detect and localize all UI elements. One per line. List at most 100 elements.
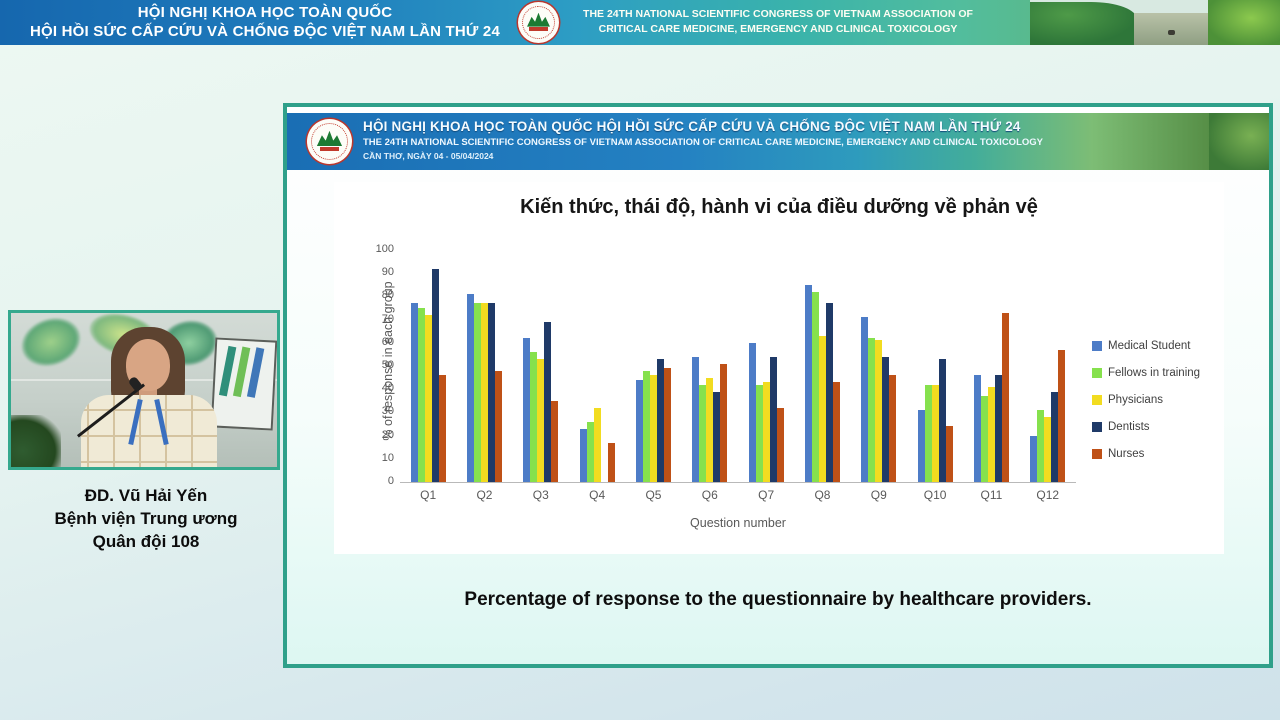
legend-label: Fellows in training [1108, 366, 1201, 379]
bar-group-q8 [804, 250, 840, 482]
bar-q12-physicians [1044, 417, 1052, 482]
x-tick-label-q2: Q2 [476, 488, 493, 502]
slide-header-photo [1209, 113, 1269, 170]
banner-title-en-line1: THE 24TH NATIONAL SCIENTIFIC CONGRESS OF… [583, 8, 973, 20]
bar-q9-fellows-in-training [868, 338, 876, 482]
bar-group-q3 [523, 250, 559, 482]
bar-q3-fellows-in-training [530, 352, 538, 482]
bar-q1-fellows-in-training [417, 308, 425, 482]
slide-header-text: HỘI NGHỊ KHOA HỌC TOÀN QUỐC HỘI HỒI SỨC … [363, 119, 1223, 161]
bar-group-q9 [861, 250, 897, 482]
y-tick-label: 0 [387, 475, 394, 487]
bar-q4-medical-student [579, 429, 587, 482]
bar-q4-fellows-in-training [586, 422, 594, 482]
bar-group-q10 [917, 250, 953, 482]
bar-q11-medical-student [973, 375, 981, 482]
legend-swatch [1092, 394, 1102, 405]
bar-q11-physicians [987, 387, 995, 482]
bar-q12-dentists [1051, 392, 1059, 482]
bar-q8-physicians [818, 336, 826, 482]
bar-q9-medical-student [861, 317, 869, 482]
y-tick-label: 80 [381, 289, 394, 302]
bar-q7-physicians [762, 382, 770, 482]
slide-header-line2: THE 24TH NATIONAL SCIENTIFIC CONGRESS OF… [363, 137, 1043, 148]
bar-q11-dentists [994, 375, 1002, 482]
bar-q12-nurses [1058, 350, 1066, 482]
bar-q3-nurses [551, 401, 559, 482]
y-tick-label: 100 [375, 243, 394, 255]
bar-q11-nurses [1001, 313, 1009, 482]
logo-ring [311, 123, 348, 160]
x-axis-title: Question number [690, 516, 786, 530]
bar-q5-physicians [649, 375, 657, 482]
bar-q2-medical-student [466, 294, 474, 482]
legend-item-fellows-in-training: Fellows in training [1092, 359, 1224, 386]
banner-title-vietnamese: HỘI NGHỊ KHOA HỌC TOÀN QUỐC HỘI HỒI SỨC … [30, 3, 500, 41]
bar-q8-dentists [825, 303, 833, 482]
bar-q8-medical-student [804, 285, 812, 482]
chart-title: Kiến thức, thái độ, hành vi của điều dưỡ… [520, 196, 1038, 218]
bar-q9-physicians [875, 340, 883, 482]
banner-landscape-photo [1030, 0, 1280, 45]
bar-q6-physicians [706, 378, 714, 482]
bar-q7-medical-student [748, 343, 756, 482]
association-logo-icon [518, 2, 559, 43]
banner-title-vi-line2: HỘI HỒI SỨC CẤP CỨU VÀ CHỐNG ĐỘC VIỆT NA… [30, 23, 500, 40]
bar-q6-medical-student [692, 357, 700, 482]
bar-group-q11 [973, 250, 1009, 482]
y-axis-ticks: 100 90 80 70 60 50 40 30 20 10 0 [354, 182, 394, 554]
y-tick-label: 70 [381, 312, 394, 325]
logo-banner [529, 27, 548, 32]
speaker-sweater [81, 395, 217, 467]
bar-q2-nurses [494, 371, 502, 482]
x-axis-ticks: Q1 Q2 Q3 Q4 Q5 Q6 Q7 Q8 Q9 Q10 Q11 Q12 [400, 488, 1076, 502]
legend-label: Medical Student [1108, 339, 1191, 352]
x-tick-label-q6: Q6 [701, 488, 718, 502]
bar-q3-physicians [537, 359, 545, 482]
bar-q9-nurses [889, 375, 897, 482]
banner-title-english: THE 24TH NATIONAL SCIENTIFIC CONGRESS OF… [583, 7, 973, 37]
legend-item-medical-student: Medical Student [1092, 332, 1224, 359]
y-tick-label: 60 [381, 335, 394, 348]
x-tick-label-q7: Q7 [758, 488, 775, 502]
y-tick-label: 40 [381, 382, 394, 395]
photo-river [1134, 13, 1214, 45]
bar-group-q7 [748, 250, 784, 482]
bar-q2-fellows-in-training [473, 303, 481, 482]
bar-q5-dentists [656, 359, 664, 482]
x-tick-label-q1: Q1 [420, 488, 437, 502]
presentation-slide: HỘI NGHỊ KHOA HỌC TOÀN QUỐC HỘI HỒI SỨC … [283, 103, 1273, 668]
bar-q9-dentists [882, 357, 890, 482]
legend-item-physicians: Physicians [1092, 386, 1224, 413]
bar-q5-medical-student [635, 380, 643, 482]
slide-header-line3: CẦN THƠ, NGÀY 04 - 05/04/2024 [363, 151, 494, 161]
bar-group-q2 [466, 250, 502, 482]
slide-header-line1: HỘI NGHỊ KHOA HỌC TOÀN QUỐC HỘI HỒI SỨC … [363, 119, 1021, 134]
bar-q6-nurses [720, 364, 728, 482]
bar-q10-medical-student [917, 410, 925, 482]
legend-swatch [1092, 448, 1102, 459]
y-tick-label: 90 [381, 266, 394, 279]
bar-q10-fellows-in-training [924, 385, 932, 482]
x-tick-label-q8: Q8 [814, 488, 831, 502]
bar-q11-fellows-in-training [980, 396, 988, 482]
bar-q6-dentists [713, 392, 721, 482]
speaker-affiliation-line2: Quân đội 108 [92, 532, 200, 551]
bar-q2-dentists [487, 303, 495, 482]
legend-item-dentists: Dentists [1092, 413, 1224, 440]
bar-q8-fellows-in-training [811, 292, 819, 482]
bar-q4-nurses [607, 443, 615, 482]
x-tick-label-q12: Q12 [1036, 488, 1060, 502]
x-tick-label-q3: Q3 [532, 488, 549, 502]
photo-trees-right [1208, 0, 1280, 45]
photo-boat [1168, 30, 1175, 35]
slide-caption: Percentage of response to the questionna… [464, 589, 1092, 610]
bar-q4-physicians [593, 408, 601, 482]
logo-banner [319, 146, 340, 151]
legend-swatch [1092, 367, 1102, 378]
bar-group-q6 [692, 250, 728, 482]
bar-q10-physicians [931, 385, 939, 482]
legend-swatch [1092, 340, 1102, 351]
plant [11, 415, 61, 467]
y-tick-label: 20 [381, 428, 394, 441]
